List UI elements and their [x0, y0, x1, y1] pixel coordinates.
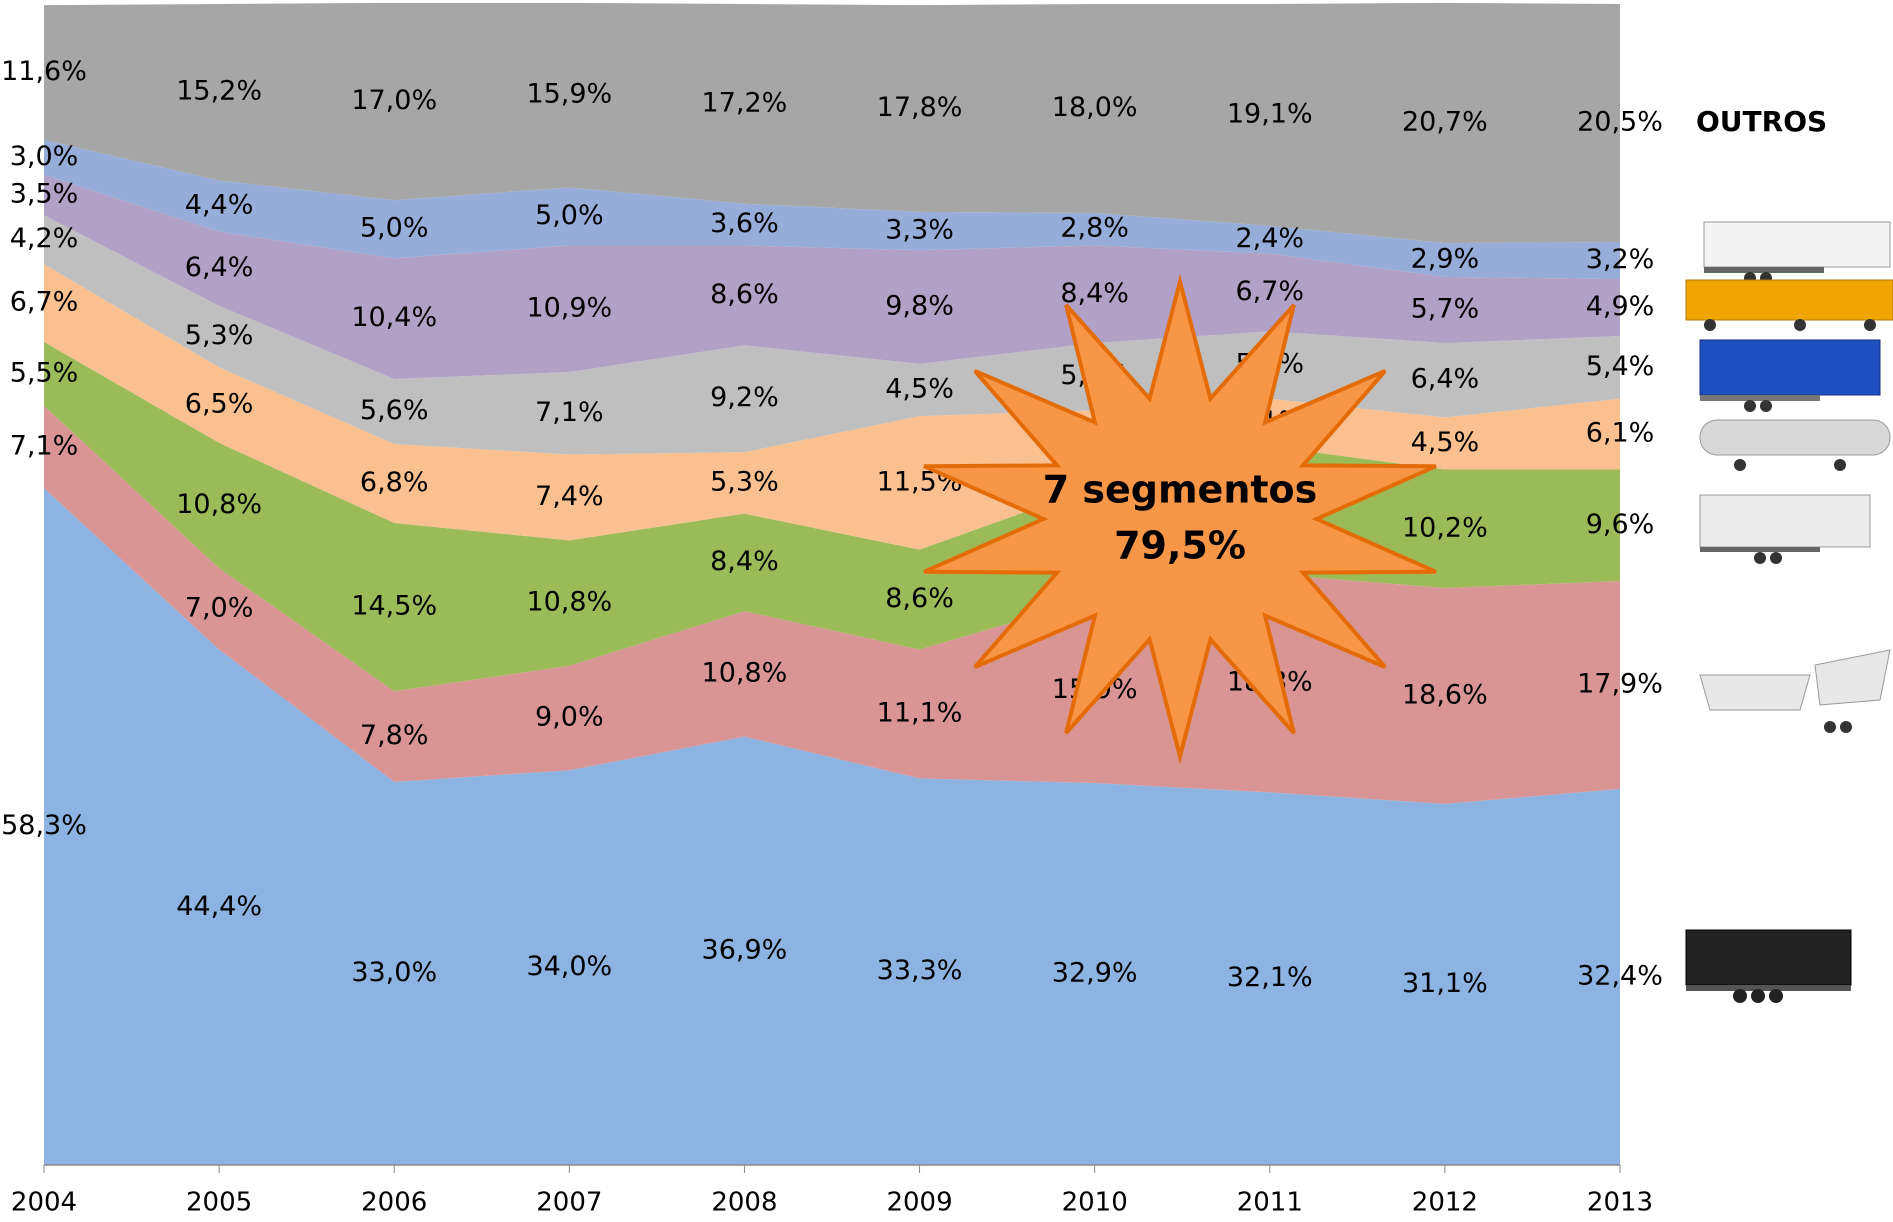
- value-label: 10,9%: [526, 292, 612, 323]
- value-label: 32,4%: [1577, 960, 1663, 991]
- value-label: 20,5%: [1577, 107, 1663, 138]
- annotation: 7 segmentos: [1043, 468, 1318, 512]
- value-label: 9,6%: [1586, 509, 1655, 540]
- value-label: 18,0%: [1052, 92, 1138, 123]
- value-label: 9,0%: [535, 702, 604, 733]
- value-label: 3,0%: [10, 141, 79, 172]
- value-label: 7,4%: [535, 481, 604, 512]
- icon-reefer: [1704, 222, 1890, 284]
- x-tick-label: 2008: [711, 1188, 777, 1218]
- x-tick-label: 2005: [186, 1188, 252, 1218]
- value-label: 11,1%: [877, 697, 963, 728]
- value-label: 7,0%: [185, 592, 254, 623]
- value-label: 32,9%: [1052, 958, 1138, 989]
- value-label: 5,4%: [1586, 351, 1655, 382]
- value-label: 15,9%: [526, 79, 612, 110]
- value-label: 10,8%: [702, 657, 788, 688]
- legend-label: OUTROS: [1696, 105, 1827, 138]
- x-tick-label: 2011: [1237, 1188, 1303, 1218]
- trailer-icons: [1686, 222, 1893, 1003]
- value-label: 8,6%: [885, 583, 954, 614]
- value-label: 14,5%: [351, 591, 437, 622]
- value-label: 10,8%: [176, 489, 262, 520]
- value-label: 4,9%: [1586, 291, 1655, 322]
- value-label: 11,6%: [1, 56, 87, 87]
- value-label: 4,4%: [185, 190, 254, 221]
- icon-van: [1700, 495, 1870, 564]
- value-label: 2,9%: [1411, 244, 1480, 275]
- x-tick-label: 2007: [536, 1188, 602, 1218]
- value-label: 3,3%: [885, 214, 954, 245]
- value-label: 18,6%: [1402, 679, 1488, 710]
- value-label: 36,9%: [702, 934, 788, 965]
- value-label: 9,8%: [885, 291, 954, 322]
- icon-tanker: [1700, 420, 1890, 471]
- value-label: 31,1%: [1402, 968, 1488, 999]
- value-label: 17,8%: [877, 92, 963, 123]
- value-label: 2,4%: [1235, 223, 1304, 254]
- value-label: 7,1%: [10, 430, 79, 461]
- value-label: 5,3%: [185, 320, 254, 351]
- x-tick-label: 2012: [1412, 1188, 1478, 1218]
- value-label: 17,2%: [702, 87, 788, 118]
- value-label: 4,5%: [885, 374, 954, 405]
- value-label: 34,0%: [526, 951, 612, 982]
- value-label: 6,7%: [1235, 276, 1304, 307]
- areas: [44, 3, 1620, 1165]
- value-label: 4,5%: [1411, 427, 1480, 458]
- x-tick-label: 2004: [11, 1188, 77, 1218]
- value-label: 20,7%: [1402, 107, 1488, 138]
- value-label: 44,4%: [176, 891, 262, 922]
- icon-sider: [1700, 340, 1880, 412]
- value-label: 5,7%: [1411, 293, 1480, 324]
- value-label: 10,8%: [526, 587, 612, 618]
- value-label: 58,3%: [1, 810, 87, 841]
- x-tick-label: 2010: [1062, 1188, 1128, 1218]
- value-label: 8,6%: [710, 279, 779, 310]
- page: {"chart_data": {"type": "stacked-area", …: [0, 0, 1893, 1218]
- value-label: 10,2%: [1402, 512, 1488, 543]
- value-label: 17,0%: [351, 85, 437, 116]
- value-label: 3,6%: [710, 208, 779, 239]
- value-label: 5,3%: [710, 466, 779, 497]
- value-label: 7,8%: [360, 720, 429, 751]
- value-label: 9,2%: [710, 382, 779, 413]
- value-label: 32,1%: [1227, 962, 1313, 993]
- value-label: 5,5%: [10, 357, 79, 388]
- value-label: 6,5%: [185, 389, 254, 420]
- value-label: 19,1%: [1227, 98, 1313, 129]
- value-label: 6,1%: [1586, 418, 1655, 449]
- value-label: 15,2%: [176, 76, 262, 107]
- x-tick-label: 2013: [1587, 1188, 1653, 1218]
- value-label: 2,8%: [1060, 213, 1129, 244]
- value-label: 8,4%: [710, 546, 779, 577]
- value-label: 5,0%: [535, 200, 604, 231]
- icon-dump: [1700, 650, 1890, 733]
- value-label: 6,4%: [1411, 364, 1480, 395]
- value-label: 33,0%: [351, 957, 437, 988]
- value-label: 5,6%: [360, 395, 429, 426]
- annotation: 79,5%: [1114, 524, 1246, 568]
- value-label: 7,1%: [535, 397, 604, 428]
- value-label: 33,3%: [877, 955, 963, 986]
- value-label: 6,8%: [360, 467, 429, 498]
- value-label: 8,4%: [1060, 278, 1129, 309]
- value-label: 10,4%: [351, 302, 437, 333]
- value-label: 6,7%: [10, 286, 79, 317]
- x-tick-label: 2009: [886, 1188, 952, 1218]
- icon-grain: [1686, 930, 1851, 1003]
- value-label: 5,0%: [360, 213, 429, 244]
- icon-container: [1686, 280, 1893, 331]
- value-label: 3,5%: [10, 178, 79, 209]
- value-label: 17,9%: [1577, 668, 1663, 699]
- value-label: 6,4%: [185, 252, 254, 283]
- chart: 58,3% 44,4% 33,0% 34,0% 36,9% 33,3% 32,9% 32,1%…: [0, 0, 1893, 1218]
- value-label: 3,2%: [1586, 244, 1655, 275]
- x-tick-label: 2006: [361, 1188, 427, 1218]
- value-label: 4,2%: [10, 223, 79, 254]
